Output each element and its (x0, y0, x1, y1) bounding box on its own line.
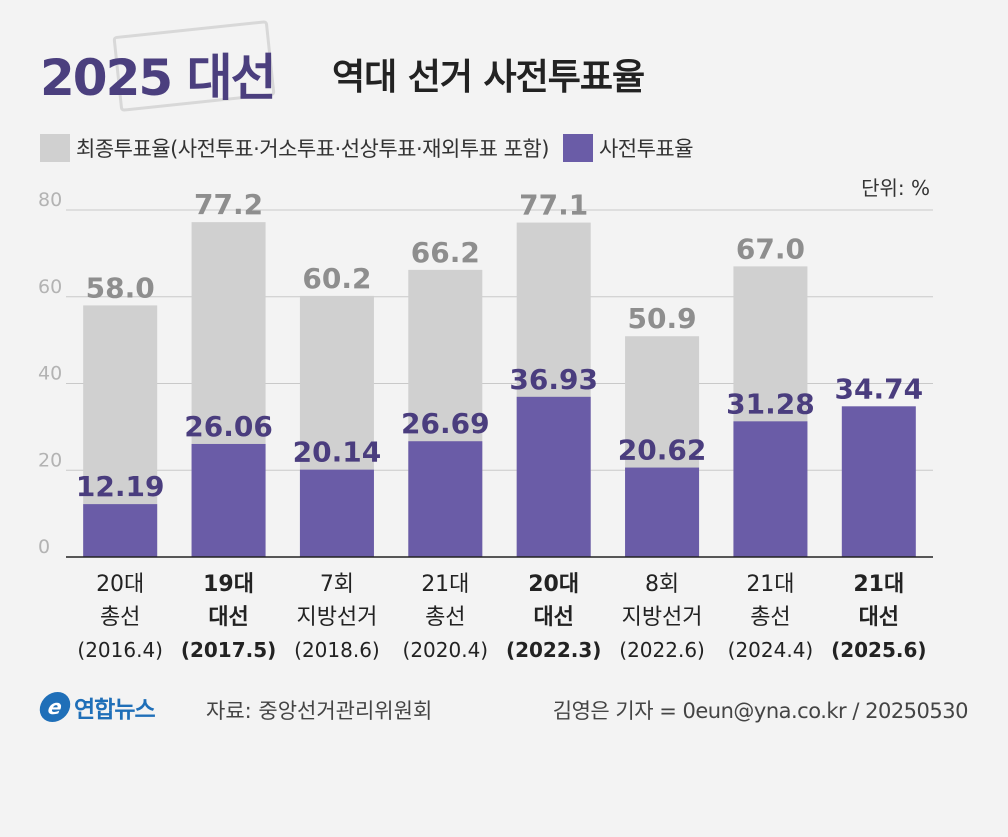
x-tick-label: 총선 (750, 605, 790, 630)
data-label-final: 50.9 (628, 302, 697, 335)
bar-early (299, 469, 374, 557)
page-subtitle: 역대 선거 사전투표율 (332, 57, 645, 98)
data-label-early: 20.62 (618, 434, 707, 467)
data-label-early: 20.14 (293, 436, 382, 469)
x-tick-label: (2020.4) (403, 638, 489, 662)
unit-label: 단위: % (861, 176, 930, 200)
data-label-early: 31.28 (726, 387, 815, 420)
data-label-final: 60.2 (302, 262, 371, 295)
data-label-final: 77.2 (194, 188, 263, 221)
x-tick-label: 총선 (425, 605, 465, 630)
data-label-final: 58.0 (86, 271, 155, 304)
data-label-early: 12.19 (76, 470, 165, 503)
x-tick-label: 20대 (528, 572, 579, 597)
legend-swatch-early (562, 134, 593, 162)
x-tick-label: 대선 (533, 605, 573, 630)
y-tick-label: 60 (38, 276, 62, 298)
chart-legend: 최종투표율(사전투표·거소투표·선상투표·재외투표 포함) 사전투표율 (40, 133, 694, 163)
data-label-early: 34.74 (835, 372, 924, 405)
x-tick-label: (2024.4) (728, 638, 814, 662)
x-tick-label: 지방선거 (622, 605, 703, 630)
x-tick-label: 지방선거 (296, 605, 377, 630)
data-label-early: 26.06 (184, 410, 273, 443)
x-tick-label: (2022.3) (506, 638, 601, 662)
legend-swatch-final (40, 134, 70, 162)
x-tick-label: 8회 (645, 572, 679, 597)
x-tick-label: (2017.5) (181, 638, 276, 662)
x-tick-label: 총선 (100, 605, 140, 630)
bar-early (191, 443, 266, 557)
source-text: 자료: 중앙선거관리위원회 (206, 699, 433, 723)
x-tick-label: 7회 (320, 572, 354, 597)
bar-early (408, 441, 483, 557)
bar-early (625, 467, 700, 557)
y-tick-label: 0 (38, 536, 50, 558)
y-tick-label: 40 (38, 363, 62, 385)
x-tick-label: 대선 (208, 605, 248, 630)
data-label-final: 67.0 (736, 232, 805, 265)
footer: e 연합뉴스 자료: 중앙선거관리위원회 김영은 기자 = 0eun@yna.c… (0, 690, 1008, 730)
x-tick-label: 21대 (853, 572, 904, 597)
data-label-early: 26.69 (401, 407, 490, 440)
bar-early (841, 406, 916, 557)
bar-early (733, 421, 808, 557)
x-tick-label: (2016.4) (77, 638, 163, 662)
logo-mark-icon: e (37, 692, 73, 722)
x-tick-label: (2018.6) (294, 638, 380, 662)
bar-early (516, 396, 591, 557)
data-label-final: 66.2 (411, 236, 480, 269)
legend-label-early: 사전투표율 (598, 137, 694, 161)
x-tick-label: 21대 (746, 572, 794, 597)
y-tick-label: 80 (38, 189, 62, 211)
legend-label-final: 최종투표율(사전투표·거소투표·선상투표·재외투표 포함) (76, 137, 549, 161)
x-tick-label: 21대 (421, 572, 469, 597)
yonhap-logo: e 연합뉴스 (37, 690, 156, 724)
x-tick-label: (2025.6) (831, 638, 926, 662)
x-tick-label: 20대 (96, 572, 144, 597)
credit-text: 김영은 기자 = 0eun@yna.co.kr / 20250530 (552, 699, 969, 723)
page-title: 2025 대선 (40, 49, 277, 107)
data-label-early: 36.93 (509, 363, 598, 396)
x-tick-label: (2022.6) (619, 638, 705, 662)
x-tick-label: 대선 (859, 605, 899, 630)
data-label-final: 77.1 (519, 189, 588, 222)
logo-text: 연합뉴스 (74, 697, 156, 723)
x-tick-label: 19대 (203, 572, 254, 597)
bar-early (83, 504, 158, 557)
y-tick-label: 20 (38, 449, 62, 471)
